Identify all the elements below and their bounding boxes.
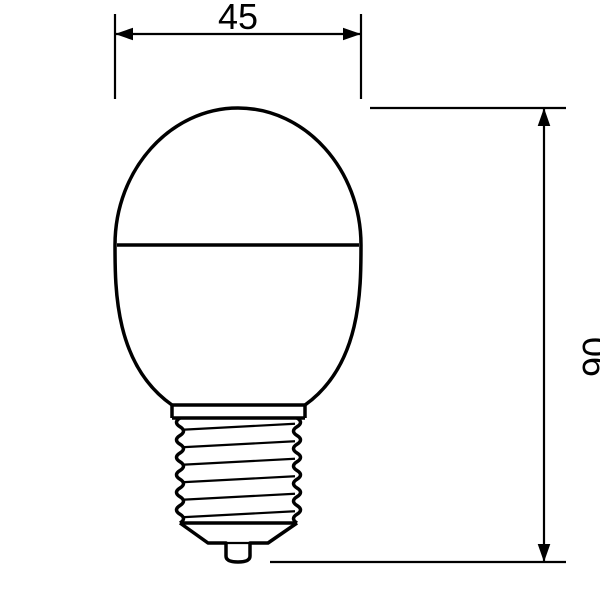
arrowhead-icon [538,108,551,126]
base-left-wall [177,418,184,523]
diagram-canvas: 45 90 [0,0,600,600]
base-right-wall [294,418,301,523]
height-dimension-label: 90 [575,337,600,377]
thread-line [182,511,295,517]
thread-line [182,459,295,465]
width-dimension-label: 45 [0,0,476,38]
diagram-svg [0,0,600,600]
thread-line [182,494,295,500]
thread-line [182,476,295,482]
bulb-outline [115,108,361,405]
arrowhead-icon [538,544,551,562]
thread-line [182,424,295,430]
thread-line [182,441,295,447]
